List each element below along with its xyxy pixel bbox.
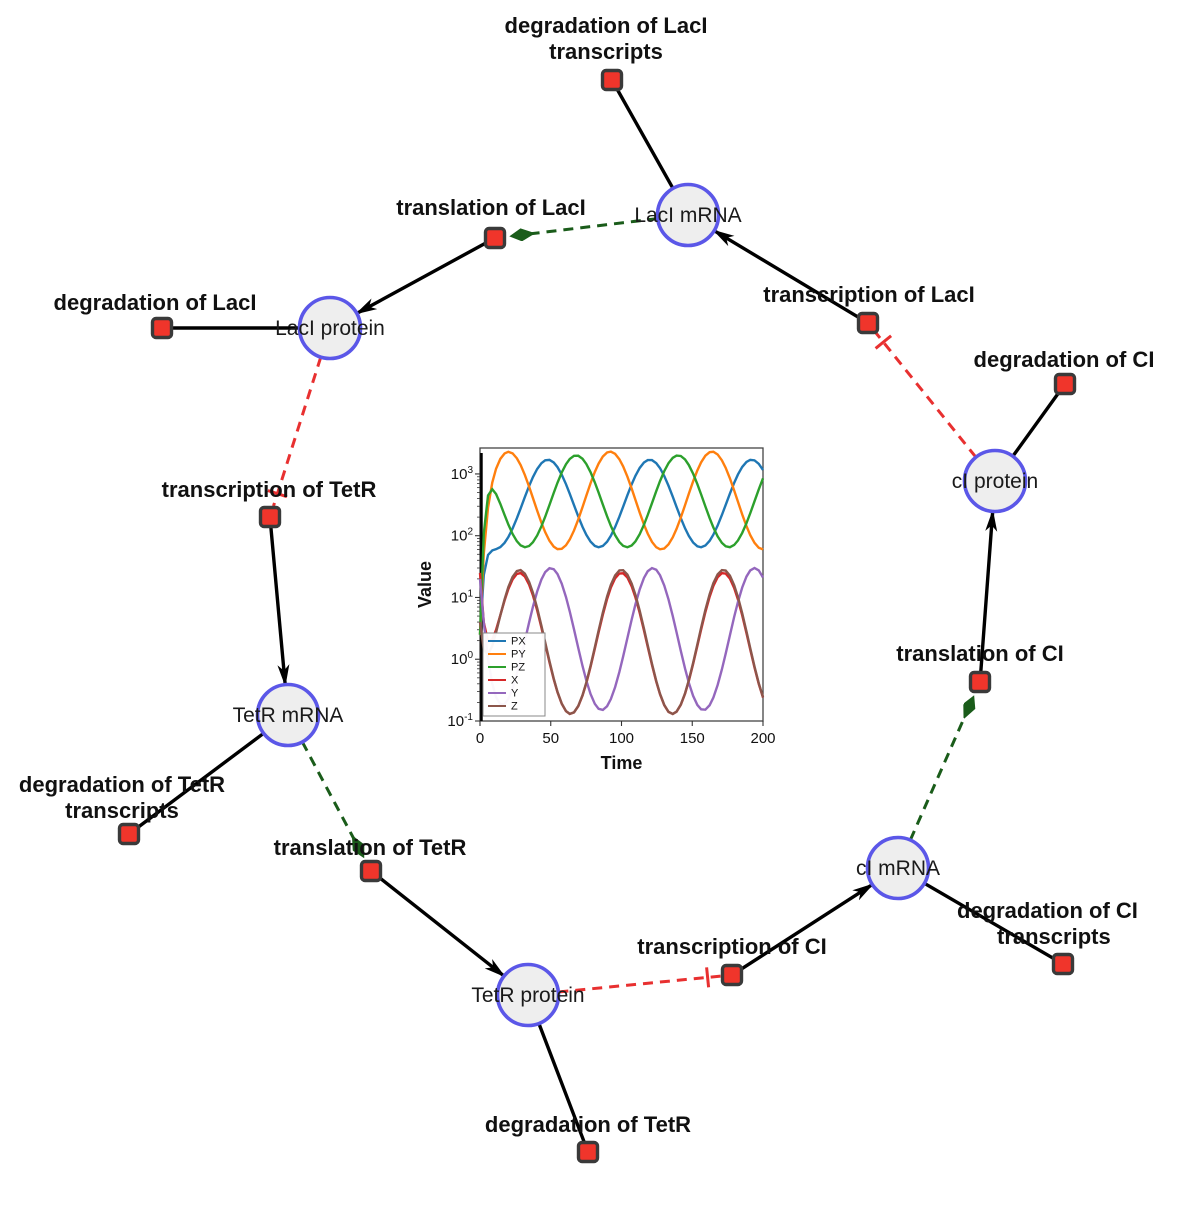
svg-text:transcripts: transcripts (549, 39, 663, 64)
svg-text:Time: Time (601, 753, 643, 773)
svg-text:100: 100 (609, 730, 634, 747)
svg-text:PY: PY (511, 649, 526, 661)
svg-text:degradation of LacI: degradation of LacI (505, 13, 708, 38)
svg-text:transcripts: transcripts (65, 798, 179, 823)
svg-text:200: 200 (750, 730, 775, 747)
svg-text:LacI mRNA: LacI mRNA (634, 204, 741, 227)
svg-text:Z: Z (511, 701, 518, 713)
svg-text:10-1: 10-1 (447, 712, 473, 730)
svg-text:X: X (511, 675, 519, 687)
svg-text:degradation of TetR: degradation of TetR (485, 1112, 691, 1137)
svg-text:PZ: PZ (511, 662, 525, 674)
svg-text:transcription of CI: transcription of CI (637, 934, 826, 959)
svg-text:transcription of LacI: transcription of LacI (763, 282, 974, 307)
svg-text:102: 102 (451, 527, 474, 545)
svg-text:LacI protein: LacI protein (275, 317, 385, 340)
svg-text:TetR mRNA: TetR mRNA (233, 704, 344, 727)
svg-text:150: 150 (680, 730, 705, 747)
svg-text:translation of TetR: translation of TetR (274, 835, 467, 860)
svg-text:Value: Value (415, 561, 435, 608)
svg-text:translation of CI: translation of CI (896, 641, 1063, 666)
svg-text:103: 103 (451, 465, 474, 483)
svg-text:degradation of TetR: degradation of TetR (19, 772, 225, 797)
svg-text:100: 100 (451, 650, 474, 668)
svg-text:transcription of TetR: transcription of TetR (162, 477, 377, 502)
svg-text:TetR protein: TetR protein (471, 984, 584, 1007)
svg-text:transcripts: transcripts (997, 924, 1111, 949)
svg-text:degradation of CI: degradation of CI (957, 898, 1138, 923)
svg-text:PX: PX (511, 636, 526, 648)
svg-text:0: 0 (476, 730, 484, 747)
svg-text:cI mRNA: cI mRNA (856, 857, 940, 880)
svg-text:degradation of CI: degradation of CI (974, 347, 1155, 372)
svg-text:degradation of LacI: degradation of LacI (54, 290, 257, 315)
svg-text:translation of LacI: translation of LacI (396, 195, 585, 220)
svg-text:101: 101 (451, 588, 474, 606)
svg-text:Y: Y (511, 688, 519, 700)
svg-text:50: 50 (542, 730, 559, 747)
svg-text:cI protein: cI protein (952, 470, 1038, 493)
